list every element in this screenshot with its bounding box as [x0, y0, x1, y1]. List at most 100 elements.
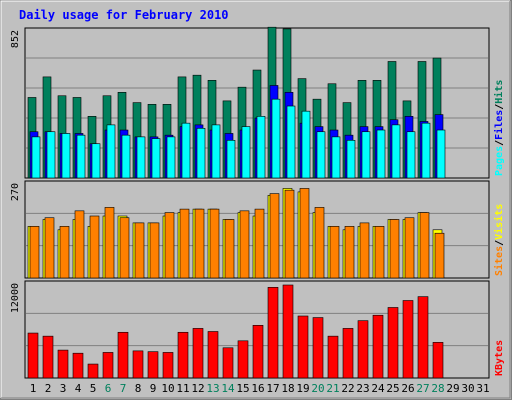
bar-pages-day-2 [46, 131, 56, 179]
bar-pages-day-20 [316, 131, 326, 179]
bar-pages-day-1 [31, 136, 41, 179]
bar-pages-day-27 [421, 122, 431, 179]
x-tick-label-day-7: 7 [120, 382, 127, 395]
x-tick-label-day-21: 21 [326, 382, 339, 395]
legend-entry: / [494, 104, 505, 110]
bar-kbytes-day-27 [417, 296, 429, 379]
bar-kbytes-day-7 [117, 331, 129, 379]
bar-kbytes-day-10 [162, 352, 174, 379]
bar-sites-day-6 [104, 207, 115, 279]
x-tick-label-day-12: 12 [191, 382, 204, 395]
legend-entry: Files [493, 110, 505, 140]
x-tick-label-day-16: 16 [251, 382, 264, 395]
bar-sites-day-21 [329, 226, 340, 279]
x-tick-label-day-1: 1 [30, 382, 37, 395]
bar-pages-day-15 [241, 126, 251, 179]
legend-entry: Hits [493, 80, 505, 104]
bar-sites-day-9 [149, 222, 160, 279]
bar-sites-day-19 [299, 188, 310, 279]
x-tick-label-day-20: 20 [311, 382, 324, 395]
panel-bottom-ymax-label: 12000 [10, 283, 21, 313]
bar-pages-day-4 [76, 134, 86, 179]
bar-kbytes-day-26 [402, 300, 414, 379]
panel-top-legend: Pages/Files/Hits [493, 80, 505, 176]
x-tick-label-day-4: 4 [75, 382, 82, 395]
bar-sites-day-22 [344, 226, 355, 279]
x-tick-label-day-24: 24 [371, 382, 385, 395]
x-tick-label-day-8: 8 [135, 382, 142, 395]
bar-pages-day-8 [136, 136, 146, 179]
bar-sites-day-26 [404, 217, 415, 279]
bar-pages-day-14 [226, 140, 236, 179]
bar-kbytes-day-6 [102, 352, 114, 379]
x-tick-label-day-29: 29 [446, 382, 459, 395]
bar-sites-day-5 [89, 215, 100, 279]
bar-sites-day-16 [254, 208, 265, 279]
bar-sites-day-1 [29, 226, 40, 279]
bar-pages-day-23 [361, 131, 371, 179]
bar-kbytes-day-18 [282, 284, 294, 379]
x-tick-label-day-27: 27 [416, 382, 429, 395]
x-tick-label-day-28: 28 [431, 382, 444, 395]
bar-kbytes-day-22 [342, 328, 354, 379]
x-tick-label-day-10: 10 [161, 382, 174, 395]
bar-sites-day-11 [179, 208, 190, 279]
bar-sites-day-10 [164, 212, 175, 279]
bar-kbytes-day-25 [387, 307, 399, 379]
bar-kbytes-day-23 [357, 320, 369, 379]
x-tick-label-day-25: 25 [386, 382, 399, 395]
x-tick-label-day-22: 22 [341, 382, 354, 395]
legend-entry: / [494, 140, 505, 146]
bar-pages-day-16 [256, 116, 266, 179]
x-tick-label-day-17: 17 [266, 382, 279, 395]
bar-pages-day-28 [436, 129, 446, 179]
legend-entry: / [494, 240, 505, 246]
bar-kbytes-day-21 [327, 335, 339, 379]
panel-middle-ymax-label: 270 [10, 183, 21, 201]
bar-kbytes-day-3 [57, 349, 69, 379]
legend-entry: KBytes [494, 340, 505, 376]
bar-kbytes-day-20 [312, 317, 324, 379]
bevel-dark [1, 1, 511, 399]
bevel-light [0, 0, 510, 398]
bar-sites-day-23 [359, 222, 370, 279]
legend-entry: Sites [493, 246, 505, 276]
bar-sites-day-4 [74, 210, 85, 279]
legend-entry: Visits [493, 204, 505, 240]
bar-pages-day-17 [271, 98, 281, 179]
bar-pages-day-21 [331, 136, 341, 179]
panel-top-ymax-label: 852 [10, 30, 21, 48]
bar-sites-day-7 [119, 217, 130, 279]
bar-kbytes-day-24 [372, 314, 384, 379]
bar-pages-day-9 [151, 138, 161, 179]
bar-pages-day-13 [211, 124, 221, 179]
bar-pages-day-18 [286, 105, 296, 179]
x-tick-label-day-15: 15 [236, 382, 249, 395]
bar-pages-day-11 [181, 122, 191, 179]
bar-pages-day-5 [91, 143, 101, 179]
legend-entry: Pages [494, 146, 505, 176]
bar-sites-day-28 [434, 232, 445, 279]
x-tick-label-day-3: 3 [60, 382, 67, 395]
bar-kbytes-day-28 [432, 342, 444, 379]
bar-pages-day-10 [166, 136, 176, 179]
bar-kbytes-day-14 [222, 347, 234, 379]
x-tick-label-day-9: 9 [150, 382, 157, 395]
bar-kbytes-day-13 [207, 331, 219, 379]
bar-kbytes-day-17 [267, 287, 279, 379]
bar-pages-day-7 [121, 134, 131, 179]
panel-bottom-legend: KBytes [494, 340, 505, 376]
x-tick-label-day-31: 31 [476, 382, 489, 395]
bar-kbytes-day-1 [27, 332, 39, 379]
bar-sites-day-12 [194, 208, 205, 279]
bar-sites-day-17 [269, 193, 280, 279]
bar-sites-day-20 [314, 207, 325, 279]
bar-kbytes-day-8 [132, 350, 144, 379]
bar-kbytes-day-5 [87, 363, 99, 379]
chart-title: Daily usage for February 2010 [19, 8, 229, 22]
bar-sites-day-13 [209, 208, 220, 279]
x-tick-label-day-30: 30 [461, 382, 474, 395]
panel-middle-legend: Sites/Visits [493, 204, 505, 276]
bar-sites-day-3 [59, 226, 70, 279]
